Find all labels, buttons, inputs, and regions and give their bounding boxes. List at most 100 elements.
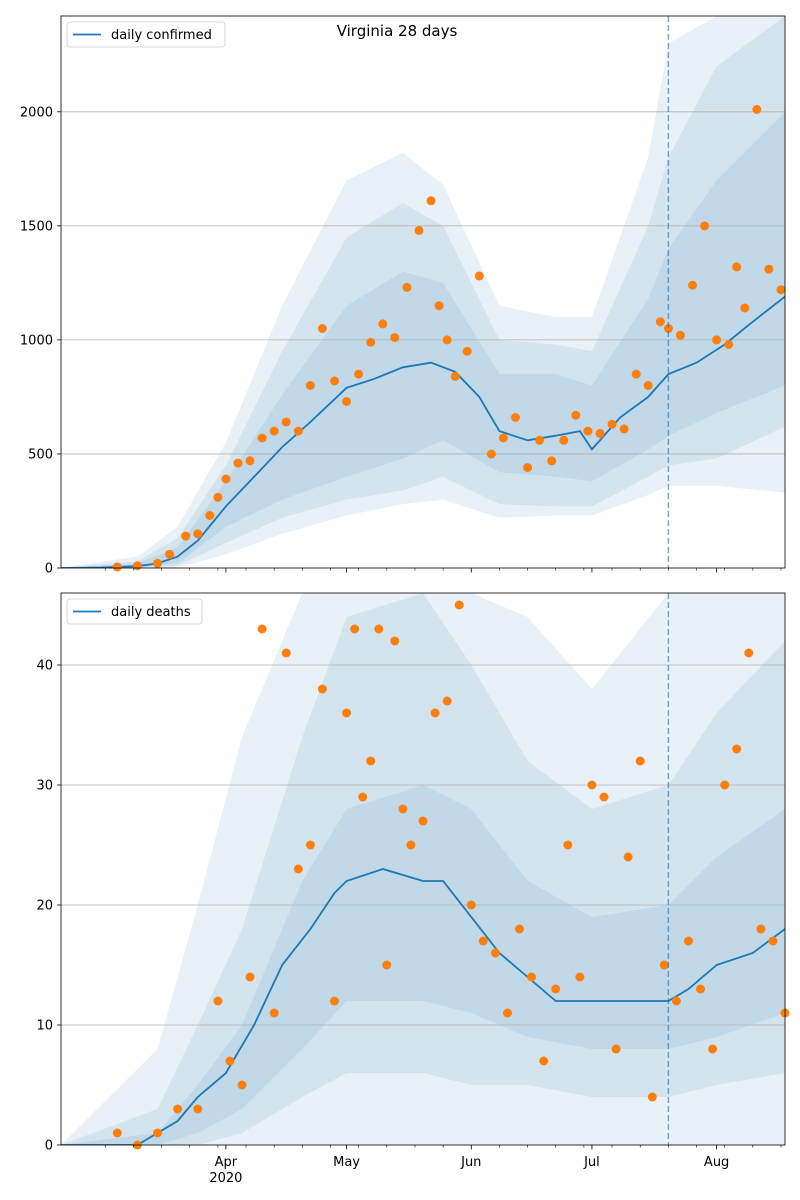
deaths-legend-box [66, 598, 203, 625]
deaths-point [382, 960, 392, 970]
deaths-ytick-label: 0 [45, 1139, 53, 1154]
deaths-point [635, 756, 645, 766]
confirmed-point [281, 417, 291, 427]
confirmed-gridlines [61, 111, 785, 455]
confirmed-ytick-label: 2000 [20, 105, 53, 120]
confirmed-point [221, 474, 231, 484]
confirmed-point [498, 433, 508, 443]
deaths-point [696, 984, 705, 994]
deaths-point [647, 1092, 657, 1102]
confirmed-point [378, 319, 388, 329]
deaths-legend: daily deaths [66, 598, 203, 625]
confirmed-points [112, 105, 786, 572]
confirmed-point [342, 397, 352, 406]
confirmed-point [153, 558, 162, 568]
deaths-point [193, 1104, 203, 1114]
deaths-point [551, 984, 561, 994]
deaths-point [720, 780, 730, 790]
deaths-point [237, 1080, 247, 1090]
confirmed-point [559, 435, 569, 445]
confirmed-point [571, 410, 581, 420]
deaths-xtick-label: Apr [215, 1155, 238, 1170]
confirmed-point [523, 463, 533, 473]
confirmed-band-2 [61, 16, 785, 568]
deaths-point [330, 996, 339, 1006]
confirmed-ytick-label: 0 [45, 562, 53, 577]
confirmed-uncertainty-bands [61, 16, 785, 568]
deaths-point [756, 924, 766, 934]
deaths-point [305, 840, 315, 850]
confirmed-point [511, 413, 520, 422]
deaths-point [503, 1008, 512, 1018]
deaths-point [390, 636, 400, 646]
deaths-uncertainty-bands [61, 593, 785, 1145]
deaths-point [173, 1104, 183, 1114]
confirmed-point [366, 337, 376, 347]
deaths-point [490, 948, 500, 958]
confirmed-point [663, 324, 673, 333]
deaths-point [539, 1056, 549, 1066]
deaths-point [418, 816, 428, 826]
deaths-point [213, 996, 223, 1006]
confirmed-point [269, 426, 279, 436]
confirmed-point [595, 428, 605, 438]
deaths-xtick-label: Aug [704, 1155, 729, 1170]
confirmed-point [474, 271, 484, 281]
confirmed-point [643, 381, 653, 390]
deaths-point [350, 624, 360, 634]
deaths-point [342, 708, 352, 718]
confirmed-point [317, 324, 327, 333]
confirmed-ytick-label: 1000 [20, 333, 53, 348]
deaths-point [257, 624, 267, 634]
confirmed-band-3 [61, 16, 785, 568]
confirmed-point [414, 225, 424, 235]
deaths-band-1 [61, 785, 785, 1145]
deaths-point [358, 792, 368, 802]
deaths-xtick-label: May [333, 1155, 360, 1170]
confirmed-ytick-label: 1500 [20, 219, 53, 234]
confirmed-point [712, 335, 722, 345]
confirmed-point [764, 264, 774, 274]
confirmed-point [732, 262, 742, 272]
deaths-point [225, 1056, 235, 1066]
confirmed-point [132, 561, 142, 571]
confirmed-point [181, 531, 191, 541]
confirmed-point [631, 369, 641, 379]
deaths-ytick-label: 40 [36, 659, 53, 674]
deaths-band-3 [61, 593, 785, 1145]
confirmed-x-axis [104, 568, 782, 573]
deaths-legend-label: daily deaths [111, 605, 191, 620]
confirmed-point [700, 221, 710, 231]
deaths-point [527, 972, 537, 982]
confirmed-point [233, 458, 243, 468]
confirmed-point [740, 303, 750, 313]
confirmed-point [305, 381, 315, 390]
deaths-point [466, 900, 476, 910]
deaths-point [454, 600, 464, 610]
deaths-point [599, 792, 609, 802]
deaths-point [430, 708, 440, 718]
deaths-point [708, 1044, 718, 1054]
confirmed-point [112, 562, 122, 572]
confirmed-point [655, 317, 665, 327]
deaths-point [768, 936, 778, 946]
confirmed-point [607, 419, 617, 429]
confirmed-point [442, 335, 452, 345]
confirmed-series-line [61, 295, 785, 568]
deaths-ytick-label: 20 [36, 899, 53, 914]
deaths-point [575, 972, 585, 982]
confirmed-line-group [61, 295, 785, 568]
deaths-point [671, 996, 681, 1006]
confirmed-point [165, 549, 175, 559]
deaths-xtick-label: Jul [583, 1155, 600, 1170]
deaths-point [406, 840, 416, 850]
deaths-point [442, 696, 452, 706]
deaths-gridlines [61, 664, 785, 1026]
year-label: 2020 [209, 1171, 242, 1186]
deaths-point [112, 1128, 122, 1138]
deaths-y-axis: 0 10 20 30 40 [36, 659, 61, 1154]
deaths-ytick-label: 10 [36, 1019, 53, 1034]
confirmed-chart-title: Virginia 28 days [337, 22, 458, 40]
deaths-point [515, 924, 524, 934]
